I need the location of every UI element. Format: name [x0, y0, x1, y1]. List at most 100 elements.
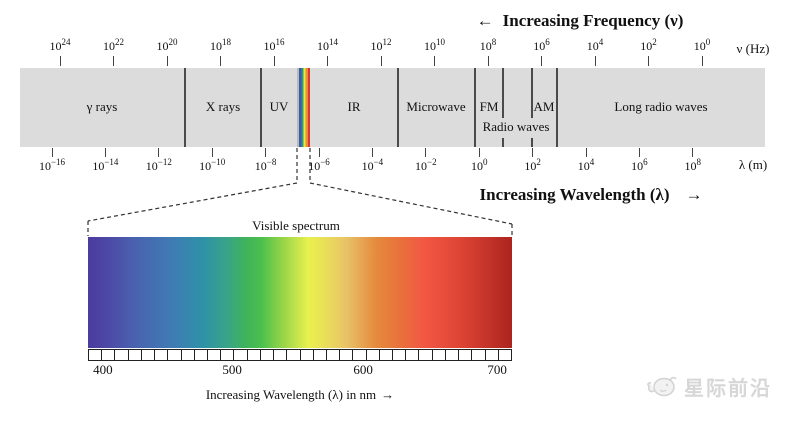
power-base: 10: [156, 39, 169, 53]
power-base: 10: [92, 159, 105, 173]
frequency-tick: [113, 56, 114, 66]
power-base: 10: [370, 39, 383, 53]
frequency-tick: [59, 56, 61, 66]
frequency-tick: [273, 56, 275, 66]
wavelength-tick-label: 108: [667, 157, 719, 174]
ruler-tick-cell: [221, 350, 235, 360]
frequency-tick-label: 104: [569, 37, 621, 54]
power-exponent: 6: [643, 157, 648, 167]
power-base: 10: [103, 39, 115, 53]
spectrum-band: γ rays X rays UV IR Microwave FM AM Long radio …: [20, 68, 765, 147]
power-exponent: −2: [427, 157, 437, 167]
region-label-am: AM: [533, 99, 555, 114]
wavelength-tick: [585, 148, 587, 157]
power-base: 10: [361, 159, 374, 173]
frequency-title: ← Increasing Frequency (ν): [477, 11, 684, 31]
power-base: 10: [479, 39, 492, 53]
wavelength-tick: [478, 148, 480, 157]
frequency-tick: [434, 56, 435, 66]
ruler-tick-cell: [340, 350, 354, 360]
ruler-tick-cell: [486, 350, 499, 360]
wavelength-tick-label: 10−10: [186, 157, 238, 174]
ruler-tick-cell: [102, 350, 116, 360]
power-exponent: 14: [329, 37, 338, 47]
wavelength-tick-label: 10−4: [346, 157, 398, 174]
power-exponent: −10: [211, 157, 226, 167]
frequency-tick-label: 1018: [195, 37, 247, 54]
ruler-tick-cell: [380, 350, 394, 360]
power-exponent: 2: [536, 157, 541, 167]
radio-subband-divider: [502, 68, 504, 118]
power-base: 10: [586, 39, 599, 53]
ruler-tick-cell: [367, 350, 380, 360]
region-label-x-rays: X rays: [205, 99, 241, 114]
ruler-tick-cell: [234, 350, 248, 360]
wavelength-tick-label: 10−6: [293, 157, 345, 174]
ruler-tick-cell: [248, 350, 261, 360]
ruler-tick-cell: [433, 350, 446, 360]
region-divider: [184, 68, 186, 147]
wavelength-tick: [51, 148, 53, 157]
frequency-tick-label: 106: [516, 37, 568, 54]
wavelength-tick-label: 102: [507, 157, 559, 174]
region-label-fm: FM: [479, 99, 499, 114]
frequency-tick: [220, 56, 221, 66]
frequency-tick: [380, 56, 382, 66]
ruler-tick-cell: [406, 350, 420, 360]
power-base: 10: [631, 159, 644, 173]
power-exponent: −4: [373, 157, 384, 167]
frequency-tick-label: 1016: [248, 37, 300, 54]
power-exponent: 22: [115, 37, 124, 47]
whale-icon: [647, 376, 677, 396]
power-exponent: 0: [482, 157, 488, 167]
region-label-ir: IR: [347, 99, 361, 114]
wavelength-title: Increasing Wavelength (λ) →: [479, 185, 702, 205]
power-base: 10: [415, 159, 427, 173]
visible-spectrum-tick-labels: 400 500 600 700: [88, 362, 512, 378]
wavelength-tick-label: 10−16: [26, 157, 78, 174]
ruler-tick-cell: [419, 350, 433, 360]
nm-tick-label: 500: [222, 362, 242, 377]
ruler-tick-cell: [301, 350, 314, 360]
power-base: 10: [254, 159, 267, 173]
wavelength-tick-label: 10−14: [79, 157, 131, 174]
ruler-tick-cell: [155, 350, 169, 360]
frequency-title-text: Increasing Frequency (ν): [502, 11, 684, 30]
visible-spectrum-ruler: [88, 349, 512, 361]
ruler-tick-cell: [261, 350, 275, 360]
wavelength-tick-label: 10−2: [400, 157, 452, 174]
wavelength-tick: [211, 148, 213, 157]
power-exponent: 10: [436, 37, 445, 47]
power-base: 10: [470, 159, 483, 173]
power-exponent: 20: [168, 37, 178, 47]
nm-tick-label: 700: [487, 362, 507, 377]
frequency-tick: [648, 56, 649, 66]
power-exponent: 12: [382, 37, 392, 47]
region-divider: [260, 68, 262, 147]
visible-axis-label-text: Increasing Wavelength (λ) in nm: [205, 387, 377, 402]
wavelength-title-text: Increasing Wavelength (λ): [479, 185, 670, 204]
power-base: 10: [684, 159, 697, 173]
frequency-tick-label: 1024: [34, 37, 86, 54]
ruler-tick-cell: [499, 350, 511, 360]
power-base: 10: [424, 39, 436, 53]
wavelength-tick: [158, 148, 160, 157]
region-divider: [556, 68, 558, 147]
ruler-tick-cell: [168, 350, 182, 360]
power-base: 10: [577, 159, 590, 173]
region-label-long-radio-waves: Long radio waves: [614, 99, 708, 114]
ruler-tick-cell: [142, 350, 156, 360]
visible-wavelength-axis-label: Increasing Wavelength (λ) in nm →: [88, 387, 512, 403]
power-exponent: 6: [545, 37, 550, 47]
power-base: 10: [199, 159, 212, 173]
power-base: 10: [263, 39, 276, 53]
power-exponent: 16: [275, 37, 285, 47]
nm-tick-label: 600: [353, 362, 373, 377]
watermark-text: 星际前沿: [684, 378, 772, 400]
ruler-tick-cell: [327, 350, 341, 360]
power-base: 10: [533, 39, 546, 53]
visible-spectrum-label: Visible spectrum: [252, 218, 340, 233]
wavelength-tick-label: 104: [560, 157, 612, 174]
power-exponent: 18: [222, 37, 231, 47]
frequency-unit-label: ν (Hz): [736, 41, 770, 56]
